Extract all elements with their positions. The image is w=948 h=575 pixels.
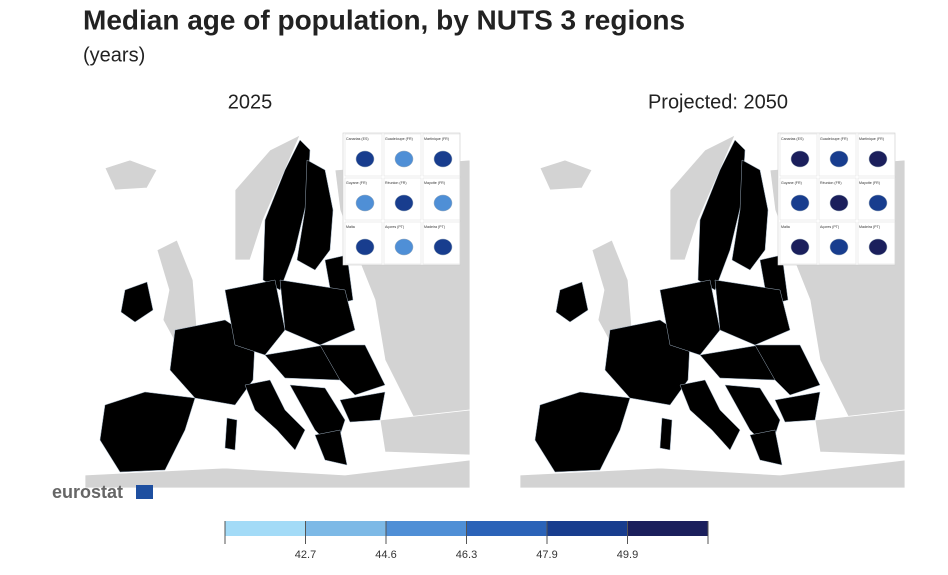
inset-label: Guyane (FR) [781,181,802,185]
inset-box [779,221,818,265]
inset-box [422,177,461,221]
inset-shape [868,150,888,168]
inset-label: Madeira (PT) [859,225,880,229]
inset-shape [394,194,414,212]
inset-label: Açores (PT) [820,225,839,229]
inset-label: Canarias (ES) [781,137,804,141]
map-title: Projected: 2050 [648,91,788,113]
inset-shape [433,194,453,212]
map-title: 2025 [228,91,273,113]
inset-box [383,221,422,265]
inset-shape [433,238,453,256]
legend-swatch [547,521,628,536]
legend-label: 42.7 [295,549,316,561]
inset-box [857,221,896,265]
logo-flag [136,485,153,499]
title: Median age of population, by NUTS 3 regi… [83,4,685,35]
inset-label: Guadeloupe (FR) [385,137,413,141]
inset-shape [790,238,810,256]
legend: 42.7 44.6 46.3 47.9 49.9 [224,521,709,561]
inset-box [383,133,422,177]
inset-shape [829,150,849,168]
inset-shape [394,238,414,256]
inset-box [779,133,818,177]
legend-swatch [305,521,386,536]
legend-swatch [627,521,708,536]
inset-box [857,177,896,221]
subtitle: (years) [83,44,145,66]
inset-label: Canarias (ES) [346,137,369,141]
inset-label: Guyane (FR) [346,181,367,185]
inset-box [818,221,857,265]
legend-swatch [466,521,547,536]
inset-box [818,133,857,177]
inset-box [422,133,461,177]
inset-shape [829,194,849,212]
inset-shape [829,238,849,256]
map-2025: Canarias (ES) Guadeloupe (FR) Martinique (… [84,129,471,489]
inset-box [383,177,422,221]
inset-box [818,177,857,221]
inset-label: Martinique (FR) [859,137,884,141]
inset-shape [790,150,810,168]
inset-label: Guadeloupe (FR) [820,137,848,141]
inset-label: Mayotte (FR) [424,181,445,185]
inset-box [857,133,896,177]
logo: eurostat [52,482,123,502]
legend-label: 47.9 [536,549,557,561]
inset-label: Açores (PT) [385,225,404,229]
legend-label: 46.3 [456,549,477,561]
inset-label: Malta [781,225,790,229]
legend-swatch [386,521,467,536]
inset-label: Martinique (FR) [424,137,449,141]
inset-box [779,177,818,221]
inset-box [344,133,383,177]
inset-box [422,221,461,265]
inset-shape [433,150,453,168]
inset-shape [868,194,888,212]
inset-label: Réunion (FR) [385,181,407,185]
inset-shape [868,238,888,256]
inset-shape [355,194,375,212]
inset-box [344,221,383,265]
inset-shape [790,194,810,212]
inset-box [344,177,383,221]
inset-label: Madeira (PT) [424,225,445,229]
inset-shape [394,150,414,168]
legend-swatch [225,521,306,536]
legend-label: 49.9 [617,549,638,561]
inset-shape [355,238,375,256]
inset-label: Mayotte (FR) [859,181,880,185]
legend-label: 44.6 [375,549,396,561]
inset-label: Malta [346,225,355,229]
inset-shape [355,150,375,168]
map-2050: Canarias (ES) Guadeloupe (FR) Martinique (… [519,129,906,489]
inset-label: Réunion (FR) [820,181,842,185]
